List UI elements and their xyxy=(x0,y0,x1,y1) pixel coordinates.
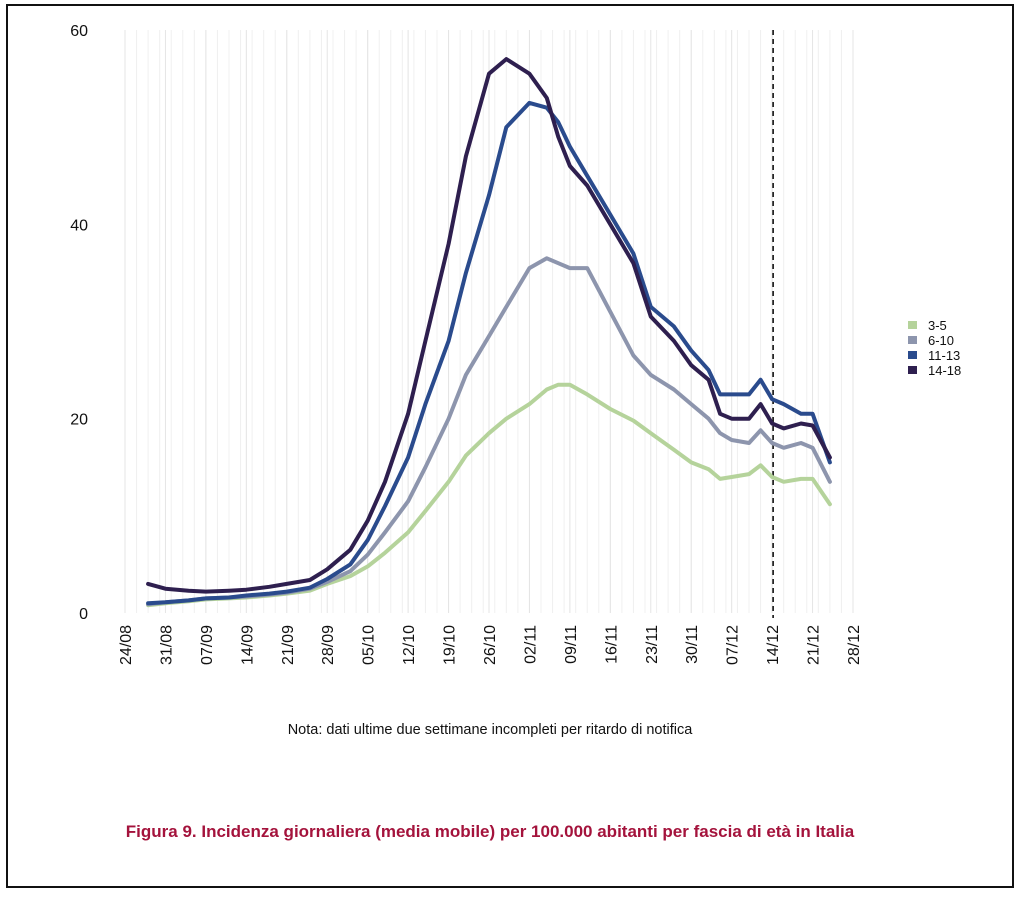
legend-label: 3-5 xyxy=(928,318,947,333)
y-tick-label: 20 xyxy=(70,412,88,429)
x-tick-label: 21/09 xyxy=(280,625,297,665)
x-tick-label: 07/09 xyxy=(199,625,216,665)
axes: 24/08 31/08 07/09 14/09 21/09 28/09 05/10 12/10… xyxy=(70,23,863,665)
y-tick-label: 0 xyxy=(79,606,88,623)
x-tick-label: 23/11 xyxy=(644,625,661,664)
y-tick-label: 60 xyxy=(70,23,88,40)
x-tick-label: 12/10 xyxy=(401,625,418,665)
x-tick-label: 02/11 xyxy=(522,625,539,664)
series-line-14-18 xyxy=(146,57,832,594)
y-tick-label: 40 xyxy=(70,217,88,234)
x-tick-label: 24/08 xyxy=(118,625,135,665)
x-tick-label: 19/10 xyxy=(442,625,459,665)
x-tick-label: 21/12 xyxy=(806,625,823,665)
figure-caption: Figura 9. Incidenza giornaliera (media m… xyxy=(125,822,855,841)
legend-swatch xyxy=(908,321,917,329)
x-tick-label: 07/12 xyxy=(725,625,742,665)
x-tick-label: 30/11 xyxy=(684,625,701,664)
x-tick-label: 05/10 xyxy=(361,625,378,665)
x-tick-label: 28/12 xyxy=(846,625,863,665)
series-line-11-13 xyxy=(146,100,832,606)
figure-frame xyxy=(6,4,1014,888)
x-tick-label: 14/09 xyxy=(239,625,256,665)
legend-swatch xyxy=(908,351,917,359)
legend-swatch xyxy=(908,336,917,344)
legend-label: 6-10 xyxy=(928,333,954,348)
x-tick-label: 26/10 xyxy=(482,625,499,665)
x-tick-label: 09/11 xyxy=(563,625,580,664)
legend-swatch xyxy=(908,366,917,374)
grid xyxy=(124,30,854,613)
x-tick-label: 14/12 xyxy=(765,625,782,665)
legend-label: 11-13 xyxy=(928,348,960,363)
legend-label: 14-18 xyxy=(928,363,961,378)
series-lines xyxy=(146,57,832,608)
x-tick-label: 28/09 xyxy=(320,625,337,665)
x-tick-label: 16/11 xyxy=(603,625,620,664)
chart-note: Nota: dati ultime due settimane incomple… xyxy=(287,722,693,738)
x-tick-label: 31/08 xyxy=(158,625,175,665)
